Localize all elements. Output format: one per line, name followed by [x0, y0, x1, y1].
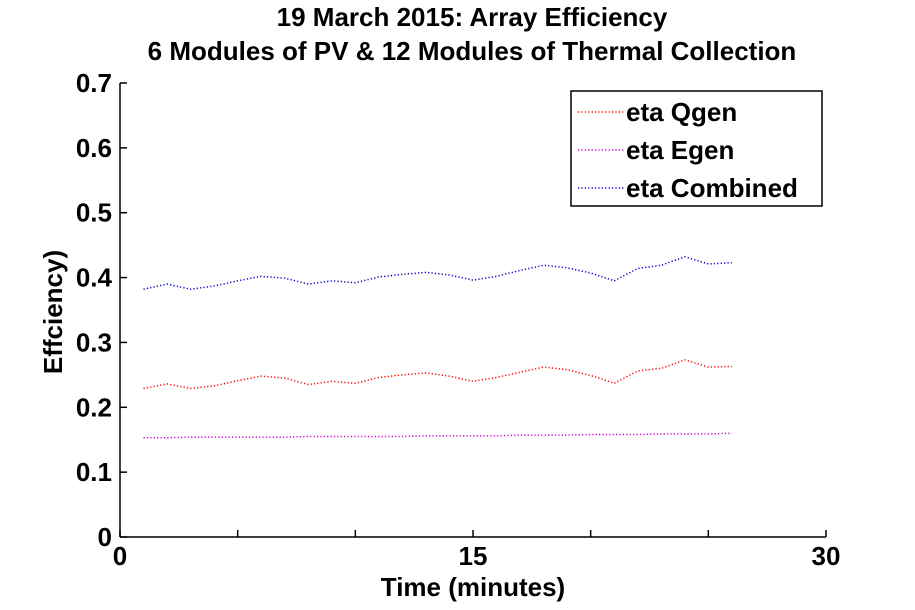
legend-label-1: eta Qgen	[626, 97, 737, 127]
y-tick-label: 0.5	[76, 198, 112, 228]
legend-items: eta Qgen eta Egen eta Combined	[578, 97, 798, 203]
y-tick-label: 0.6	[76, 133, 112, 163]
legend-label-3: eta Combined	[626, 173, 798, 203]
legend-box	[570, 90, 823, 207]
ticks-layer: 0 0.1 0.2 0.3 0.4 0.5 0.6 0.7 0 15 30	[76, 68, 841, 571]
y-axis-label: Effciency)	[38, 250, 68, 374]
y-tick-label: 0	[98, 522, 112, 552]
chart-subtitle: 6 Modules of PV & 12 Modules of Thermal …	[148, 36, 797, 66]
x-tick-label: 30	[812, 541, 841, 571]
legend: eta Qgen eta Egen eta Combined	[570, 90, 823, 207]
y-tick-label: 0.1	[76, 457, 112, 487]
x-tick-label: 15	[459, 541, 488, 571]
x-tick-label: 0	[113, 541, 127, 571]
y-tick-label: 0.3	[76, 327, 112, 357]
series-line-1	[143, 359, 732, 390]
y-tick-label: 0.7	[76, 68, 112, 98]
legend-label-2: eta Egen	[626, 135, 734, 165]
x-axis-label: Time (minutes)	[381, 572, 565, 602]
series-layer	[143, 256, 732, 439]
series-line-2	[143, 432, 732, 439]
y-tick-label: 0.2	[76, 392, 112, 422]
chart-title: 19 March 2015: Array Efficiency	[277, 2, 668, 32]
y-tick-label: 0.4	[76, 263, 113, 293]
